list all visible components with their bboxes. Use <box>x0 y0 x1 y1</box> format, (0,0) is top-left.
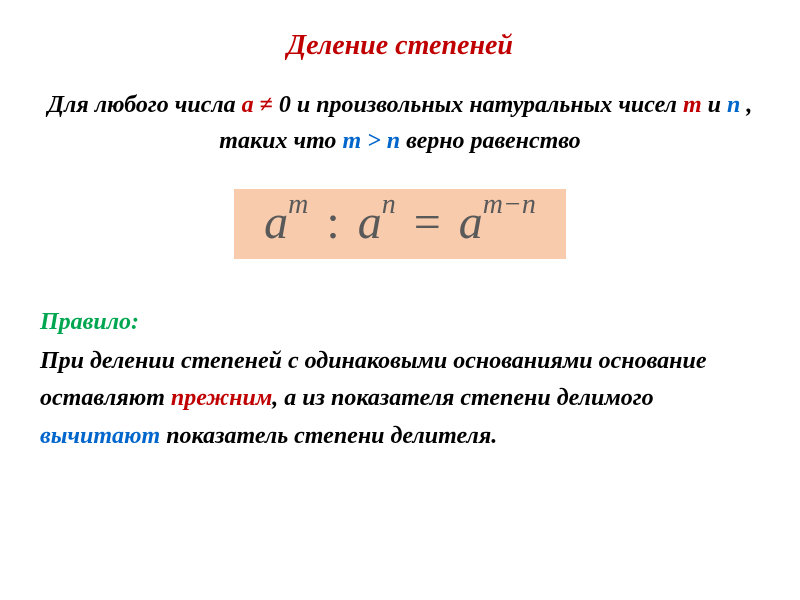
intro-text: Для любого числа а ≠ 0 и произвольных на… <box>30 87 770 159</box>
page-title: Деление степеней <box>30 30 770 62</box>
formula-exp-n: n <box>382 189 396 220</box>
intro-part: Для любого числа <box>48 92 242 118</box>
rule-text: При делении степеней с одинаковыми основ… <box>40 343 760 455</box>
formula-base-a2: a <box>358 196 382 249</box>
rule-emph-2: вычитают <box>40 423 160 449</box>
var-m: m <box>683 92 702 118</box>
formula-eq: = <box>414 196 441 249</box>
var-n: n <box>727 92 740 118</box>
formula-colon: : <box>326 196 339 249</box>
var-a: а <box>242 92 254 118</box>
rule-part: , а из показателя степени делимого <box>272 385 653 411</box>
intro-part: 0 <box>273 92 291 118</box>
rule-label: Правило: <box>40 304 760 341</box>
intro-part: и <box>702 92 727 118</box>
formula-base-a3: a <box>459 196 483 249</box>
formula-base-a1: a <box>264 196 288 249</box>
intro-part: и произвольных натуральных чисел <box>291 92 683 118</box>
neq-symbol: ≠ <box>260 92 273 118</box>
formula-exp-m: m <box>288 189 308 220</box>
formula-container: am : an = am−n <box>30 189 770 259</box>
rule-part: показатель степени делителя. <box>160 423 497 449</box>
formula-box: am : an = am−n <box>234 189 566 259</box>
formula-exp-mn: m−n <box>483 189 536 220</box>
intro-part: верно равенство <box>400 128 581 154</box>
rule-emph-1: прежним <box>171 385 272 411</box>
rule-block: Правило: При делении степеней с одинаков… <box>30 304 770 455</box>
condition: m > n <box>342 128 400 154</box>
